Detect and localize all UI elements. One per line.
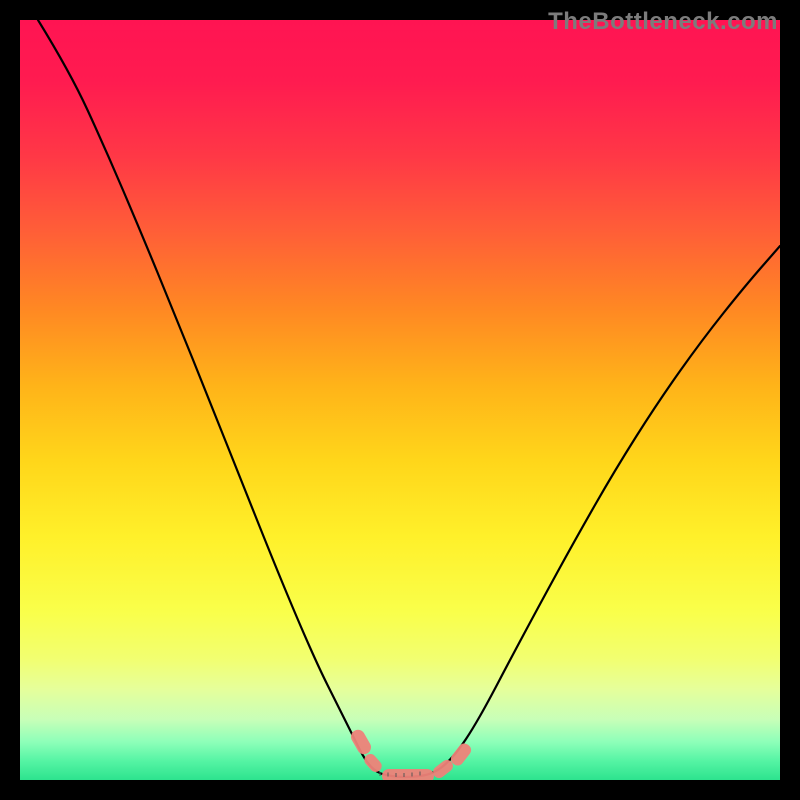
chart-svg [0,0,800,800]
watermark-label: TheBottleneck.com [548,8,778,36]
stage: TheBottleneck.com [0,0,800,800]
gradient-plot-area [20,20,780,780]
